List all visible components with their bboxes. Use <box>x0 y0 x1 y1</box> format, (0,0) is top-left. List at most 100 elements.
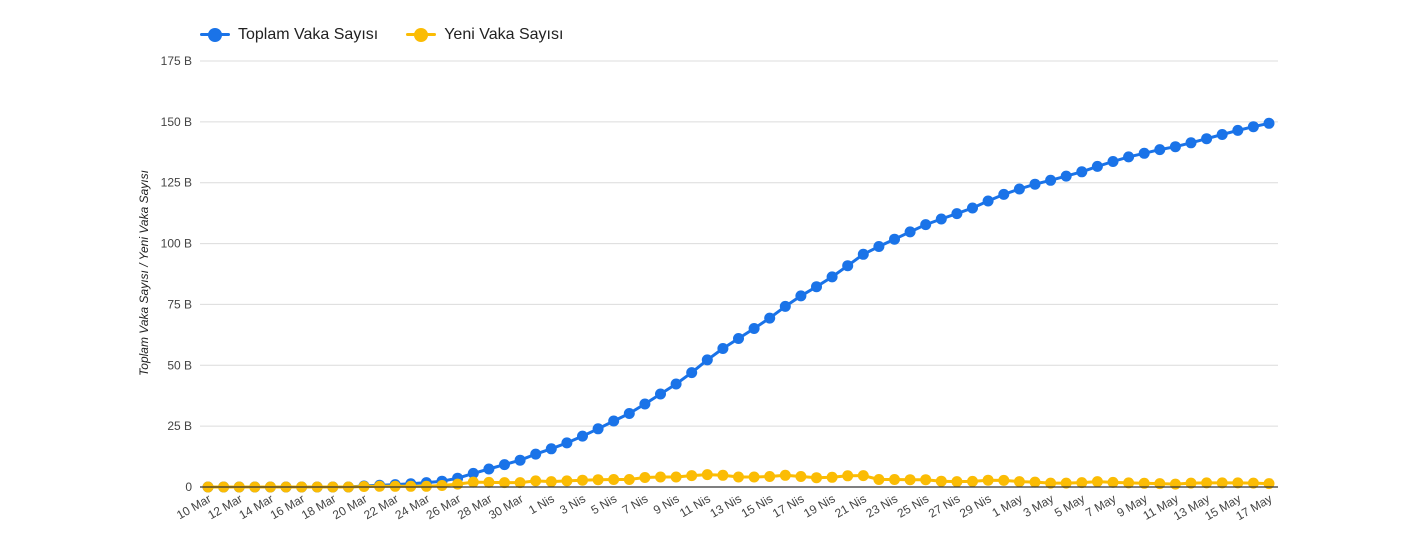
total-series-point <box>1138 147 1150 159</box>
total-series-point <box>639 398 651 410</box>
new-series-point <box>655 471 666 483</box>
new-series-point <box>748 471 760 483</box>
total-series-point <box>764 312 776 324</box>
total-series-point <box>1091 160 1103 172</box>
new-series-point <box>467 476 479 488</box>
total-series-point <box>1107 156 1119 167</box>
total-series-point <box>967 202 978 214</box>
y-tick-label: 75 B <box>167 297 192 311</box>
new-series-point <box>935 475 947 487</box>
new-series-point <box>764 471 776 482</box>
new-series-point <box>889 474 900 485</box>
x-tick-label: 1 May <box>990 491 1025 519</box>
total-series-point <box>779 300 791 312</box>
total-series-point <box>1247 121 1259 133</box>
new-series-point <box>1169 478 1181 490</box>
new-series-point <box>967 475 978 487</box>
total-series-point <box>1123 151 1135 163</box>
x-tick-label: 10 Mar <box>174 491 213 522</box>
x-tick-label: 11 Nis <box>677 491 713 520</box>
total-series-point <box>873 241 885 252</box>
new-series-point <box>1045 477 1057 489</box>
total-series-point <box>530 448 542 460</box>
new-series-point <box>1216 477 1228 489</box>
total-series-point <box>811 281 822 293</box>
new-series-point <box>795 471 807 482</box>
new-series-point <box>483 476 495 488</box>
new-series-point <box>530 475 542 487</box>
total-series-point <box>561 437 573 449</box>
total-series-point <box>733 333 744 344</box>
total-series-point <box>1076 166 1088 178</box>
new-series-point <box>701 469 713 481</box>
new-series-point <box>842 470 854 482</box>
legend-new-dot <box>414 28 429 42</box>
legend-item-new[interactable]: Yeni Vaka Sayısı <box>406 26 563 44</box>
new-series-point <box>405 480 417 492</box>
new-series-point <box>1201 477 1213 489</box>
new-series-point <box>1185 477 1197 489</box>
new-series-point <box>670 471 682 483</box>
x-tick-label: 30 Mar <box>486 491 525 522</box>
new-series-point <box>1091 476 1103 488</box>
x-tick-label: 13 Nis <box>708 491 744 520</box>
new-series-point <box>904 474 916 486</box>
total-series-point <box>499 459 510 471</box>
new-series-point <box>733 471 744 483</box>
new-series-point <box>545 476 557 488</box>
new-series-point <box>826 471 838 483</box>
legend-item-total[interactable]: Toplam Vaka Sayısı <box>200 26 378 44</box>
new-series-point <box>1138 477 1150 489</box>
total-series-point <box>623 408 635 419</box>
x-tick-label: 14 Mar <box>237 491 276 522</box>
new-series-point <box>499 477 510 489</box>
x-tick-label: 22 Mar <box>361 491 400 522</box>
y-tick-label: 0 <box>185 480 192 494</box>
x-tick-label: 15 Nis <box>739 491 775 520</box>
new-series-point <box>1123 477 1135 489</box>
total-series-point <box>514 454 526 466</box>
legend-total-swatch <box>200 28 230 42</box>
x-tick-label: 29 Nis <box>957 491 993 520</box>
total-series-point <box>904 226 916 238</box>
new-series-point <box>514 477 526 489</box>
new-series-point <box>779 469 791 481</box>
total-series-point <box>701 354 713 366</box>
total-series-point <box>545 443 557 455</box>
new-series-point <box>717 469 729 481</box>
x-tick-label: 7 Nis <box>620 491 651 517</box>
new-series-point <box>951 476 963 488</box>
new-series-point <box>1232 477 1244 489</box>
new-series-point <box>1107 476 1119 488</box>
total-series-point <box>842 260 854 272</box>
grid-lines <box>200 60 1278 427</box>
x-tick-label: 27 Nis <box>926 491 962 520</box>
total-series-point <box>483 463 495 475</box>
new-series-point <box>577 474 588 486</box>
total-series-point <box>1029 178 1041 190</box>
total-series-point <box>686 367 698 379</box>
legend-total-label: Toplam Vaka Sayısı <box>238 26 379 43</box>
new-series-point <box>436 480 448 491</box>
x-tick-label: 16 Mar <box>268 491 307 522</box>
total-series-point <box>795 290 807 302</box>
chart-legend: Toplam Vaka Sayısı Yeni Vaka Sayısı <box>200 26 563 44</box>
series-total <box>202 117 1275 493</box>
new-series-point <box>1029 476 1041 488</box>
y-tick-label: 25 B <box>167 419 192 433</box>
series-new <box>202 469 1275 493</box>
new-series-point <box>873 474 885 485</box>
x-tick-label: 7 May <box>1083 491 1118 519</box>
total-series-point <box>608 415 620 427</box>
new-series-point <box>1263 478 1275 490</box>
legend-new-label: Yeni Vaka Sayısı <box>444 26 564 43</box>
x-tick-label: 21 Nis <box>832 491 868 520</box>
new-series-point <box>608 474 620 485</box>
new-series-point <box>982 474 994 486</box>
x-tick-label: 12 Mar <box>205 491 244 522</box>
x-tick-label: 5 Nis <box>588 491 619 517</box>
total-series-point <box>1185 137 1197 149</box>
new-series-point <box>592 474 604 486</box>
